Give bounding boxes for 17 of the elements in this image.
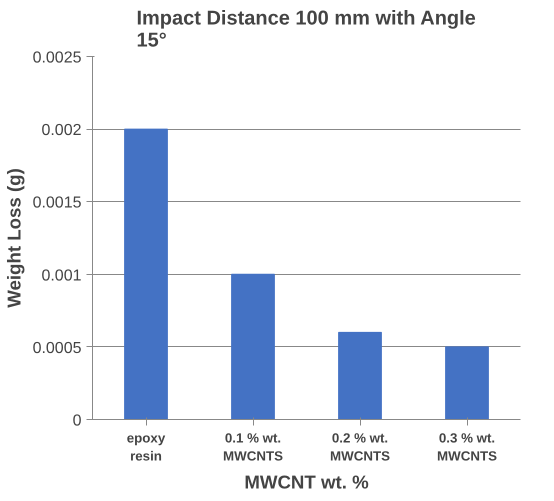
y-tick-label: 0.0025: [32, 50, 82, 66]
x-tick-label: 0.1 % wt. MWCNTS: [223, 430, 284, 464]
x-tick-label: 0.2 % wt. MWCNTS: [330, 430, 390, 464]
x-tick-label: 0.3 % wt. MWCNTS: [437, 430, 498, 464]
bar: [231, 274, 275, 420]
chart-title: Impact Distance 100 mm with Angle 15°: [136, 8, 476, 52]
bar: [124, 128, 168, 420]
bar: [338, 332, 382, 420]
y-tick-label: 0: [72, 412, 82, 430]
bar: [445, 346, 489, 420]
y-tick-label: 0.0015: [32, 194, 82, 212]
y-axis-title: Weight Loss (g): [4, 168, 25, 308]
y-tick-label: 0.002: [41, 122, 82, 140]
x-axis-title: MWCNT wt. %: [244, 472, 370, 492]
y-tick-label: 0.001: [41, 267, 82, 284]
y-tick-label: 0.0005: [32, 340, 82, 357]
x-tick-label: epoxy resin: [126, 430, 166, 464]
